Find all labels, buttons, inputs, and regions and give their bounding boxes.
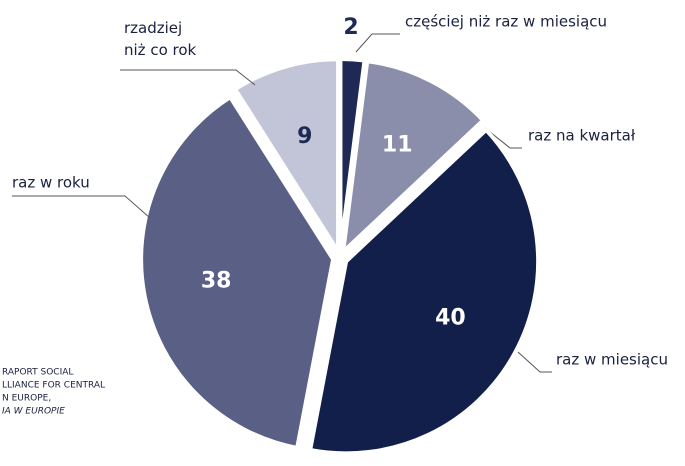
leader-line <box>517 351 552 373</box>
source-note: IA W EUROPIE <box>2 407 65 417</box>
category-label: częściej niż raz w miesiącu <box>405 13 607 31</box>
pie-slice <box>139 94 336 451</box>
leader-line <box>355 33 400 53</box>
value-label: 38 <box>201 269 232 294</box>
value-label: 11 <box>382 133 413 158</box>
category-label: raz w miesiącu <box>556 351 668 369</box>
source-note: LLIANCE FOR CENTRAL <box>2 381 105 391</box>
value-label: 9 <box>297 124 312 149</box>
pie-slice <box>307 127 541 456</box>
source-note: N EUROPE, <box>2 394 51 404</box>
value-label: 40 <box>435 306 466 331</box>
leader-line <box>484 127 522 149</box>
category-label: rzadziej niż co rok <box>124 19 197 59</box>
leader-line <box>120 69 256 86</box>
category-label: raz w roku <box>12 174 90 192</box>
pie-slice <box>340 59 486 258</box>
leader-line <box>12 195 151 219</box>
category-label: raz na kwartał <box>528 127 636 145</box>
value-label: 2 <box>343 15 358 40</box>
source-note: RAPORT SOCIAL <box>2 368 73 378</box>
pie-slice <box>338 57 367 252</box>
pie-slice <box>232 57 341 259</box>
